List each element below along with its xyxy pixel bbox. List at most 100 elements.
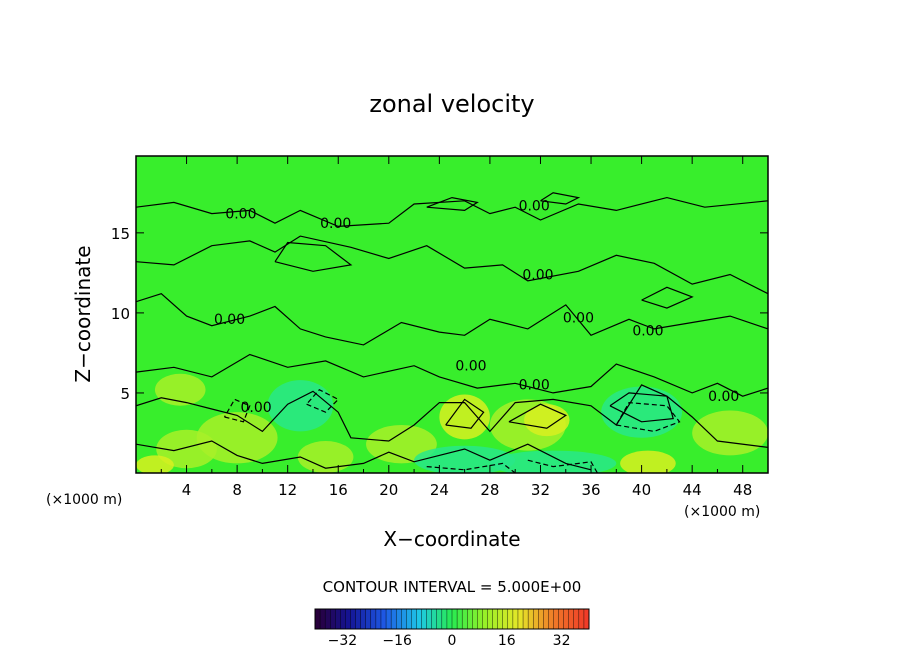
colorbar-cell bbox=[563, 608, 570, 630]
colorbar-cell bbox=[314, 608, 321, 630]
colorbar-cell bbox=[558, 608, 565, 630]
colorbar-cell bbox=[401, 608, 407, 630]
x-tick-label: 32 bbox=[531, 481, 550, 499]
colorbar-tick-label: −32 bbox=[328, 633, 358, 649]
x-unit-label-right: (×1000 m) bbox=[684, 504, 760, 520]
colorbar-cell bbox=[350, 608, 357, 630]
colorbar-cell bbox=[436, 608, 443, 630]
velocity-anomaly bbox=[267, 380, 334, 432]
colorbar-cell bbox=[487, 608, 494, 630]
x-axis-label: X−coordinate bbox=[383, 527, 520, 551]
zero-contour bbox=[136, 235, 768, 295]
colorbar-cell bbox=[451, 608, 458, 630]
contour-label: 0.00 bbox=[563, 311, 594, 327]
colorbar-frame bbox=[314, 608, 590, 630]
colorbar-cell bbox=[502, 608, 509, 630]
closed-contour bbox=[426, 196, 479, 212]
velocity-anomaly bbox=[692, 410, 768, 456]
velocity-anomaly bbox=[196, 412, 278, 464]
contour-label: 0.00 bbox=[214, 312, 245, 328]
contour-label: 0.00 bbox=[519, 378, 550, 394]
colorbar-cell bbox=[538, 608, 544, 630]
y-axis-label: Z−coordinate bbox=[71, 245, 95, 382]
colorbar-cell bbox=[527, 608, 534, 630]
y-tick-label: 5 bbox=[120, 385, 130, 403]
colorbar-cell bbox=[441, 608, 448, 630]
colorbar-cell bbox=[360, 608, 367, 630]
zero-contour bbox=[136, 293, 768, 346]
closed-contour bbox=[274, 241, 353, 272]
x-tick-label: 24 bbox=[430, 481, 449, 499]
colorbar-cell bbox=[456, 608, 463, 630]
x-tick-label: 44 bbox=[683, 481, 702, 499]
x-tick-label: 20 bbox=[379, 481, 398, 499]
colorbar-tick-label: 0 bbox=[448, 633, 457, 649]
contour-label: 0.00 bbox=[455, 359, 486, 375]
colorbar-cell bbox=[385, 608, 392, 630]
colorbar-cell bbox=[335, 608, 341, 630]
colorbar-cell bbox=[472, 608, 478, 630]
contour-label: 0.00 bbox=[632, 323, 663, 339]
colorbar-cell bbox=[497, 608, 504, 630]
closed-contour bbox=[641, 286, 694, 309]
colorbar-cell bbox=[583, 608, 590, 630]
colorbar-cell bbox=[340, 608, 346, 630]
colorbar-cell bbox=[375, 608, 382, 630]
colorbar-cell bbox=[507, 608, 514, 630]
x-tick-label: 4 bbox=[182, 481, 192, 499]
colorbar-tick-label: 16 bbox=[498, 633, 516, 649]
y-tick-label: 10 bbox=[111, 305, 130, 323]
colorbar-cell bbox=[461, 608, 468, 630]
colorbar-cell bbox=[431, 608, 438, 630]
closed-contour bbox=[540, 192, 581, 205]
colorbar-cell bbox=[395, 608, 402, 630]
colorbar-cell bbox=[522, 608, 529, 630]
negative-contour bbox=[615, 401, 681, 433]
contour-label: 0.00 bbox=[519, 198, 550, 214]
contour-label: 0.00 bbox=[225, 206, 256, 222]
colorbar-cell bbox=[365, 608, 372, 630]
colorbar-cell bbox=[467, 608, 473, 630]
colorbar-cell bbox=[406, 608, 412, 630]
colorbar-cell bbox=[532, 608, 539, 630]
x-tick-label: 36 bbox=[581, 481, 600, 499]
colorbar-cell bbox=[390, 608, 397, 630]
colorbar-tick-label: −16 bbox=[382, 633, 412, 649]
plot-area: 0.00 0.00 0.00 0.00 0.00 0.00 0.00 0.00 0.00 0.00… bbox=[136, 156, 768, 473]
colorbar-cell bbox=[548, 608, 554, 630]
colorbar-cell bbox=[446, 608, 453, 630]
velocity-anomaly bbox=[489, 450, 617, 473]
colorbar-cell bbox=[553, 608, 560, 630]
velocity-anomaly bbox=[439, 394, 490, 440]
velocity-anomaly bbox=[136, 455, 174, 473]
x-tick-label: 40 bbox=[632, 481, 651, 499]
colorbar-cell bbox=[482, 608, 489, 630]
x-tick-label: 28 bbox=[480, 481, 499, 499]
x-unit-label-left: (×1000 m) bbox=[46, 492, 122, 508]
x-tick-label: 8 bbox=[232, 481, 242, 499]
colorbar-cell bbox=[324, 608, 331, 630]
contour-interval-text: CONTOUR INTERVAL = 5.000E+00 bbox=[323, 578, 582, 596]
velocity-anomaly bbox=[297, 440, 354, 473]
velocity-anomaly bbox=[156, 429, 217, 469]
colorbar-cell bbox=[492, 608, 499, 630]
zero-contour bbox=[136, 353, 768, 397]
colorbar-cell bbox=[568, 608, 575, 630]
colorbar-cell bbox=[512, 608, 519, 630]
colorbar-cell bbox=[578, 608, 585, 630]
colorbar-cell bbox=[370, 608, 377, 630]
negative-contour bbox=[426, 462, 516, 473]
colorbar bbox=[314, 608, 590, 630]
colorbar-cell bbox=[421, 608, 428, 630]
contour-label: 0.00 bbox=[320, 216, 351, 232]
colorbar-cell bbox=[426, 608, 433, 630]
negative-contour bbox=[306, 388, 340, 413]
plot-frame bbox=[135, 155, 769, 474]
colorbar-cell bbox=[477, 608, 483, 630]
contour-label: 0.00 bbox=[522, 267, 553, 283]
colorbar-cell bbox=[416, 608, 423, 630]
colorbar-cell bbox=[380, 608, 387, 630]
contour-label: 0.00 bbox=[240, 400, 271, 416]
x-tick-label: 12 bbox=[278, 481, 297, 499]
